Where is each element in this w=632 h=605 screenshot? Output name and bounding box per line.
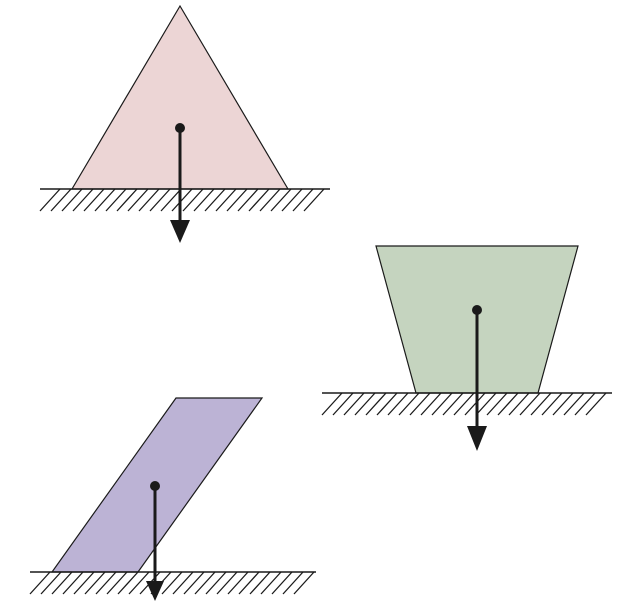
hatch-mark	[117, 571, 139, 595]
hatch-mark	[128, 571, 150, 595]
hatch-mark	[39, 188, 61, 212]
hatch-mark	[508, 392, 530, 416]
hatch-mark	[321, 392, 343, 416]
hatch-mark	[182, 188, 204, 212]
hatch-mark	[259, 188, 281, 212]
hatch-mark	[420, 392, 442, 416]
hatch-mark	[281, 188, 303, 212]
hatch-mark	[238, 571, 260, 595]
hatch-mark	[376, 392, 398, 416]
hatch-mark	[574, 392, 596, 416]
hatch-mark	[530, 392, 552, 416]
hatch-mark	[464, 392, 486, 416]
hatch-mark	[172, 571, 194, 595]
hatch-mark	[127, 188, 149, 212]
center-of-mass-3	[150, 481, 160, 491]
center-of-mass-2	[472, 305, 482, 315]
hatch-mark	[106, 571, 128, 595]
hatch-mark	[183, 571, 205, 595]
hatch-mark	[398, 392, 420, 416]
hatch-mark	[431, 392, 453, 416]
hatch-mark	[237, 188, 259, 212]
parallelogram-group	[29, 397, 316, 601]
gravity-arrowhead-1	[170, 220, 190, 243]
hatch-mark	[50, 188, 72, 212]
hatch-mark	[105, 188, 127, 212]
hatch-mark	[204, 188, 226, 212]
hatch-mark	[161, 571, 183, 595]
hatch-mark	[409, 392, 431, 416]
hatch-mark	[293, 571, 315, 595]
hatch-mark	[61, 188, 83, 212]
hatch-mark	[585, 392, 607, 416]
ground-hatch-1	[39, 188, 330, 212]
center-of-mass-1	[175, 123, 185, 133]
ground-hatch-2	[321, 392, 612, 416]
hatch-mark	[303, 188, 325, 212]
hatch-mark	[260, 571, 282, 595]
hatch-mark	[541, 392, 563, 416]
hatch-mark	[387, 392, 409, 416]
hatch-mark	[84, 571, 106, 595]
hatch-mark	[497, 392, 519, 416]
triangle-group	[39, 4, 330, 243]
hatch-mark	[205, 571, 227, 595]
hatch-mark	[475, 392, 497, 416]
hatch-mark	[354, 392, 376, 416]
hatch-mark	[486, 392, 508, 416]
hatch-mark	[215, 188, 237, 212]
hatch-mark	[442, 392, 464, 416]
gravity-arrowhead-3	[146, 581, 164, 601]
hatch-mark	[138, 188, 160, 212]
hatch-mark	[83, 188, 105, 212]
hatch-mark	[453, 392, 475, 416]
hatch-mark	[248, 188, 270, 212]
hatch-mark	[332, 392, 354, 416]
hatch-mark	[94, 188, 116, 212]
hatch-mark	[226, 188, 248, 212]
hatch-mark	[171, 188, 193, 212]
hatch-mark	[292, 188, 314, 212]
trapezoid-group	[321, 245, 612, 451]
hatch-mark	[249, 571, 271, 595]
hatch-mark	[72, 188, 94, 212]
hatch-mark	[51, 571, 73, 595]
hatch-mark	[73, 571, 95, 595]
hatch-mark	[270, 188, 292, 212]
hatch-mark	[40, 571, 62, 595]
hatch-mark	[271, 571, 293, 595]
hatch-mark	[149, 188, 171, 212]
gravity-arrowhead-2	[467, 426, 487, 451]
hatch-mark	[116, 188, 138, 212]
ground-hatch-3	[29, 571, 316, 595]
hatch-mark	[62, 571, 84, 595]
hatch-mark	[29, 571, 51, 595]
hatch-mark	[194, 571, 216, 595]
hatch-mark	[282, 571, 304, 595]
hatch-mark	[563, 392, 585, 416]
hatch-mark	[343, 392, 365, 416]
hatch-mark	[160, 188, 182, 212]
hatch-mark	[227, 571, 249, 595]
hatch-mark	[365, 392, 387, 416]
hatch-mark	[193, 188, 215, 212]
hatch-mark	[519, 392, 541, 416]
hatch-mark	[95, 571, 117, 595]
hatch-mark	[216, 571, 238, 595]
hatch-mark	[552, 392, 574, 416]
